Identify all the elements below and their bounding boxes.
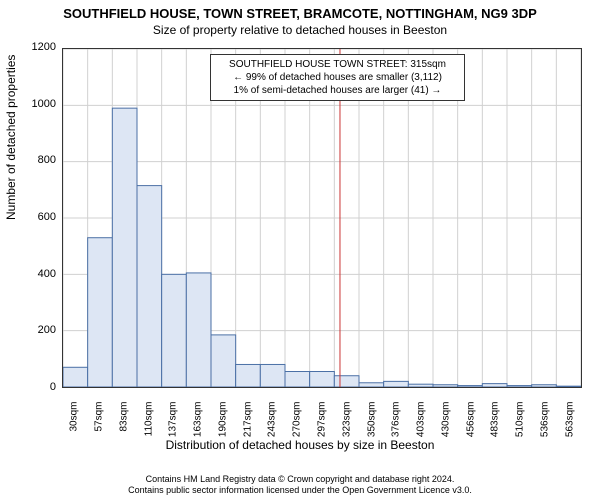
- histogram-bar: [236, 364, 261, 387]
- annotation-line-2: ← 99% of detached houses are smaller (3,…: [216, 71, 459, 84]
- footer: Contains HM Land Registry data © Crown c…: [0, 474, 600, 496]
- histogram-bar: [112, 108, 137, 387]
- histogram-bar: [162, 274, 187, 387]
- chart-subtitle: Size of property relative to detached ho…: [0, 21, 600, 37]
- histogram-bar: [186, 273, 211, 387]
- histogram-bar: [458, 386, 483, 387]
- histogram-bar: [137, 186, 162, 387]
- histogram-bar: [408, 384, 433, 387]
- histogram-bar: [88, 238, 113, 387]
- x-axis-label: Distribution of detached houses by size …: [0, 438, 600, 452]
- histogram-bar: [211, 335, 236, 387]
- footer-line-1: Contains HM Land Registry data © Crown c…: [0, 474, 600, 485]
- y-tick-label: 1000: [16, 98, 56, 110]
- annotation-box: SOUTHFIELD HOUSE TOWN STREET: 315sqm ← 9…: [210, 54, 465, 101]
- y-axis-label: Number of detached properties: [4, 55, 18, 220]
- chart-title: SOUTHFIELD HOUSE, TOWN STREET, BRAMCOTE,…: [0, 0, 600, 21]
- y-tick-label: 600: [16, 211, 56, 223]
- histogram-bar: [310, 372, 335, 387]
- histogram-bar: [556, 386, 581, 387]
- histogram-bar: [334, 376, 359, 387]
- annotation-line-3: 1% of semi-detached houses are larger (4…: [216, 84, 459, 97]
- footer-line-2: Contains public sector information licen…: [0, 485, 600, 496]
- chart-container: SOUTHFIELD HOUSE, TOWN STREET, BRAMCOTE,…: [0, 0, 600, 500]
- histogram-bar: [63, 367, 88, 387]
- y-tick-label: 800: [16, 154, 56, 166]
- histogram-bar: [433, 385, 458, 387]
- histogram-bar: [260, 364, 285, 387]
- histogram-bar: [384, 381, 409, 387]
- histogram-bar: [359, 383, 384, 387]
- annotation-line-1: SOUTHFIELD HOUSE TOWN STREET: 315sqm: [216, 58, 459, 71]
- histogram-bar: [482, 384, 507, 387]
- y-tick-label: 1200: [16, 41, 56, 53]
- y-tick-label: 0: [16, 381, 56, 393]
- histogram-bar: [285, 372, 310, 387]
- y-tick-label: 200: [16, 324, 56, 336]
- histogram-bar: [532, 385, 557, 387]
- y-tick-label: 400: [16, 268, 56, 280]
- histogram-bar: [507, 386, 532, 387]
